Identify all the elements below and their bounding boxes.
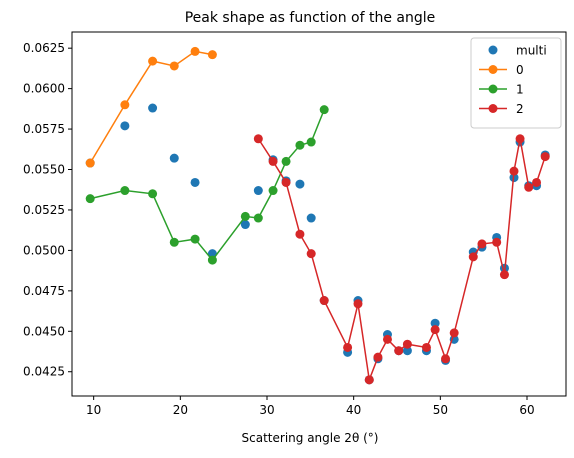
x-tick-label: 50 <box>433 403 448 417</box>
data-point <box>343 342 353 352</box>
data-point <box>532 177 542 187</box>
series-1 <box>85 105 329 265</box>
data-point <box>382 334 392 344</box>
plot-frame <box>71 31 567 397</box>
data-point <box>240 211 250 221</box>
series-line <box>257 138 546 383</box>
data-point <box>148 189 158 199</box>
data-point <box>281 177 291 187</box>
data-point <box>319 296 329 306</box>
legend-marker <box>488 65 498 74</box>
data-point <box>319 105 329 115</box>
y-axis: 0.0425 0.0450 0.0475 0.0500 0.0525 0.0550 0.05… <box>23 41 72 379</box>
data-point <box>268 156 278 166</box>
data-point <box>468 252 478 262</box>
y-tick-label: 0.0575 <box>23 122 65 136</box>
data-point <box>169 61 179 71</box>
legend-marker <box>488 45 498 55</box>
legend: multi 0 1 2 <box>470 37 562 129</box>
plot-area <box>85 46 550 385</box>
data-point <box>492 237 502 247</box>
data-point <box>430 325 440 335</box>
legend-label: 2 <box>516 102 524 116</box>
x-axis-label: Scattering angle 2θ (°) <box>242 431 379 445</box>
x-tick-label: 60 <box>519 403 534 417</box>
data-point <box>253 134 263 144</box>
x-axis: 10 20 30 40 50 60 <box>86 396 535 417</box>
data-point <box>421 342 431 352</box>
y-tick-label: 0.0425 <box>23 365 65 379</box>
y-tick-label: 0.0525 <box>23 203 65 217</box>
data-point <box>240 220 250 230</box>
data-point <box>402 346 412 356</box>
legend-marker <box>488 104 498 113</box>
data-point <box>515 134 525 144</box>
data-point <box>207 50 217 60</box>
x-tick-label: 10 <box>86 403 101 417</box>
data-point <box>253 213 263 223</box>
y-tick-label: 0.0600 <box>23 82 65 96</box>
data-point <box>364 375 374 385</box>
data-point <box>499 270 509 280</box>
legend-label: 1 <box>516 83 524 97</box>
x-tick-label: 30 <box>259 403 274 417</box>
data-point <box>449 328 459 338</box>
legend-item: multi <box>488 44 547 58</box>
legend-item: 0 <box>479 63 524 77</box>
legend-marker <box>488 84 498 94</box>
data-point <box>540 152 550 162</box>
y-tick-label: 0.0500 <box>23 243 65 257</box>
data-point <box>85 194 95 204</box>
data-point <box>402 339 412 349</box>
data-point <box>373 352 383 362</box>
series-2 <box>253 134 550 385</box>
data-point <box>306 137 316 147</box>
data-point <box>295 229 305 239</box>
data-point <box>295 179 305 189</box>
y-tick-label: 0.0625 <box>23 41 65 55</box>
data-point <box>190 234 200 244</box>
data-point <box>169 237 179 247</box>
y-tick-label: 0.0475 <box>23 284 65 298</box>
data-point <box>268 186 278 196</box>
data-point <box>120 100 130 110</box>
data-point <box>207 255 217 265</box>
data-point <box>120 186 130 196</box>
legend-label: multi <box>516 44 547 58</box>
x-tick-label: 20 <box>173 403 188 417</box>
data-point <box>430 318 440 328</box>
legend-label: 0 <box>516 63 524 77</box>
data-point <box>306 213 316 223</box>
series-0 <box>85 46 217 168</box>
y-tick-label: 0.0450 <box>23 324 65 338</box>
data-point <box>441 354 451 364</box>
data-point <box>281 156 291 166</box>
data-point <box>253 186 263 196</box>
data-point <box>148 56 158 66</box>
data-point <box>190 177 200 187</box>
data-point <box>295 140 305 150</box>
chart-title: Peak shape as function of the angle <box>185 10 436 26</box>
data-point <box>120 121 130 131</box>
data-point <box>477 239 487 249</box>
data-point <box>524 182 534 192</box>
data-point <box>148 103 158 113</box>
data-point <box>353 299 363 309</box>
data-point <box>190 46 200 56</box>
data-point <box>169 153 179 163</box>
data-point <box>509 166 519 176</box>
y-tick-label: 0.0550 <box>23 163 65 177</box>
legend-item: 1 <box>479 83 524 97</box>
data-point <box>306 249 316 259</box>
x-tick-label: 40 <box>346 403 361 417</box>
data-point <box>85 158 95 168</box>
data-point <box>394 346 404 356</box>
legend-item: 2 <box>479 102 524 116</box>
